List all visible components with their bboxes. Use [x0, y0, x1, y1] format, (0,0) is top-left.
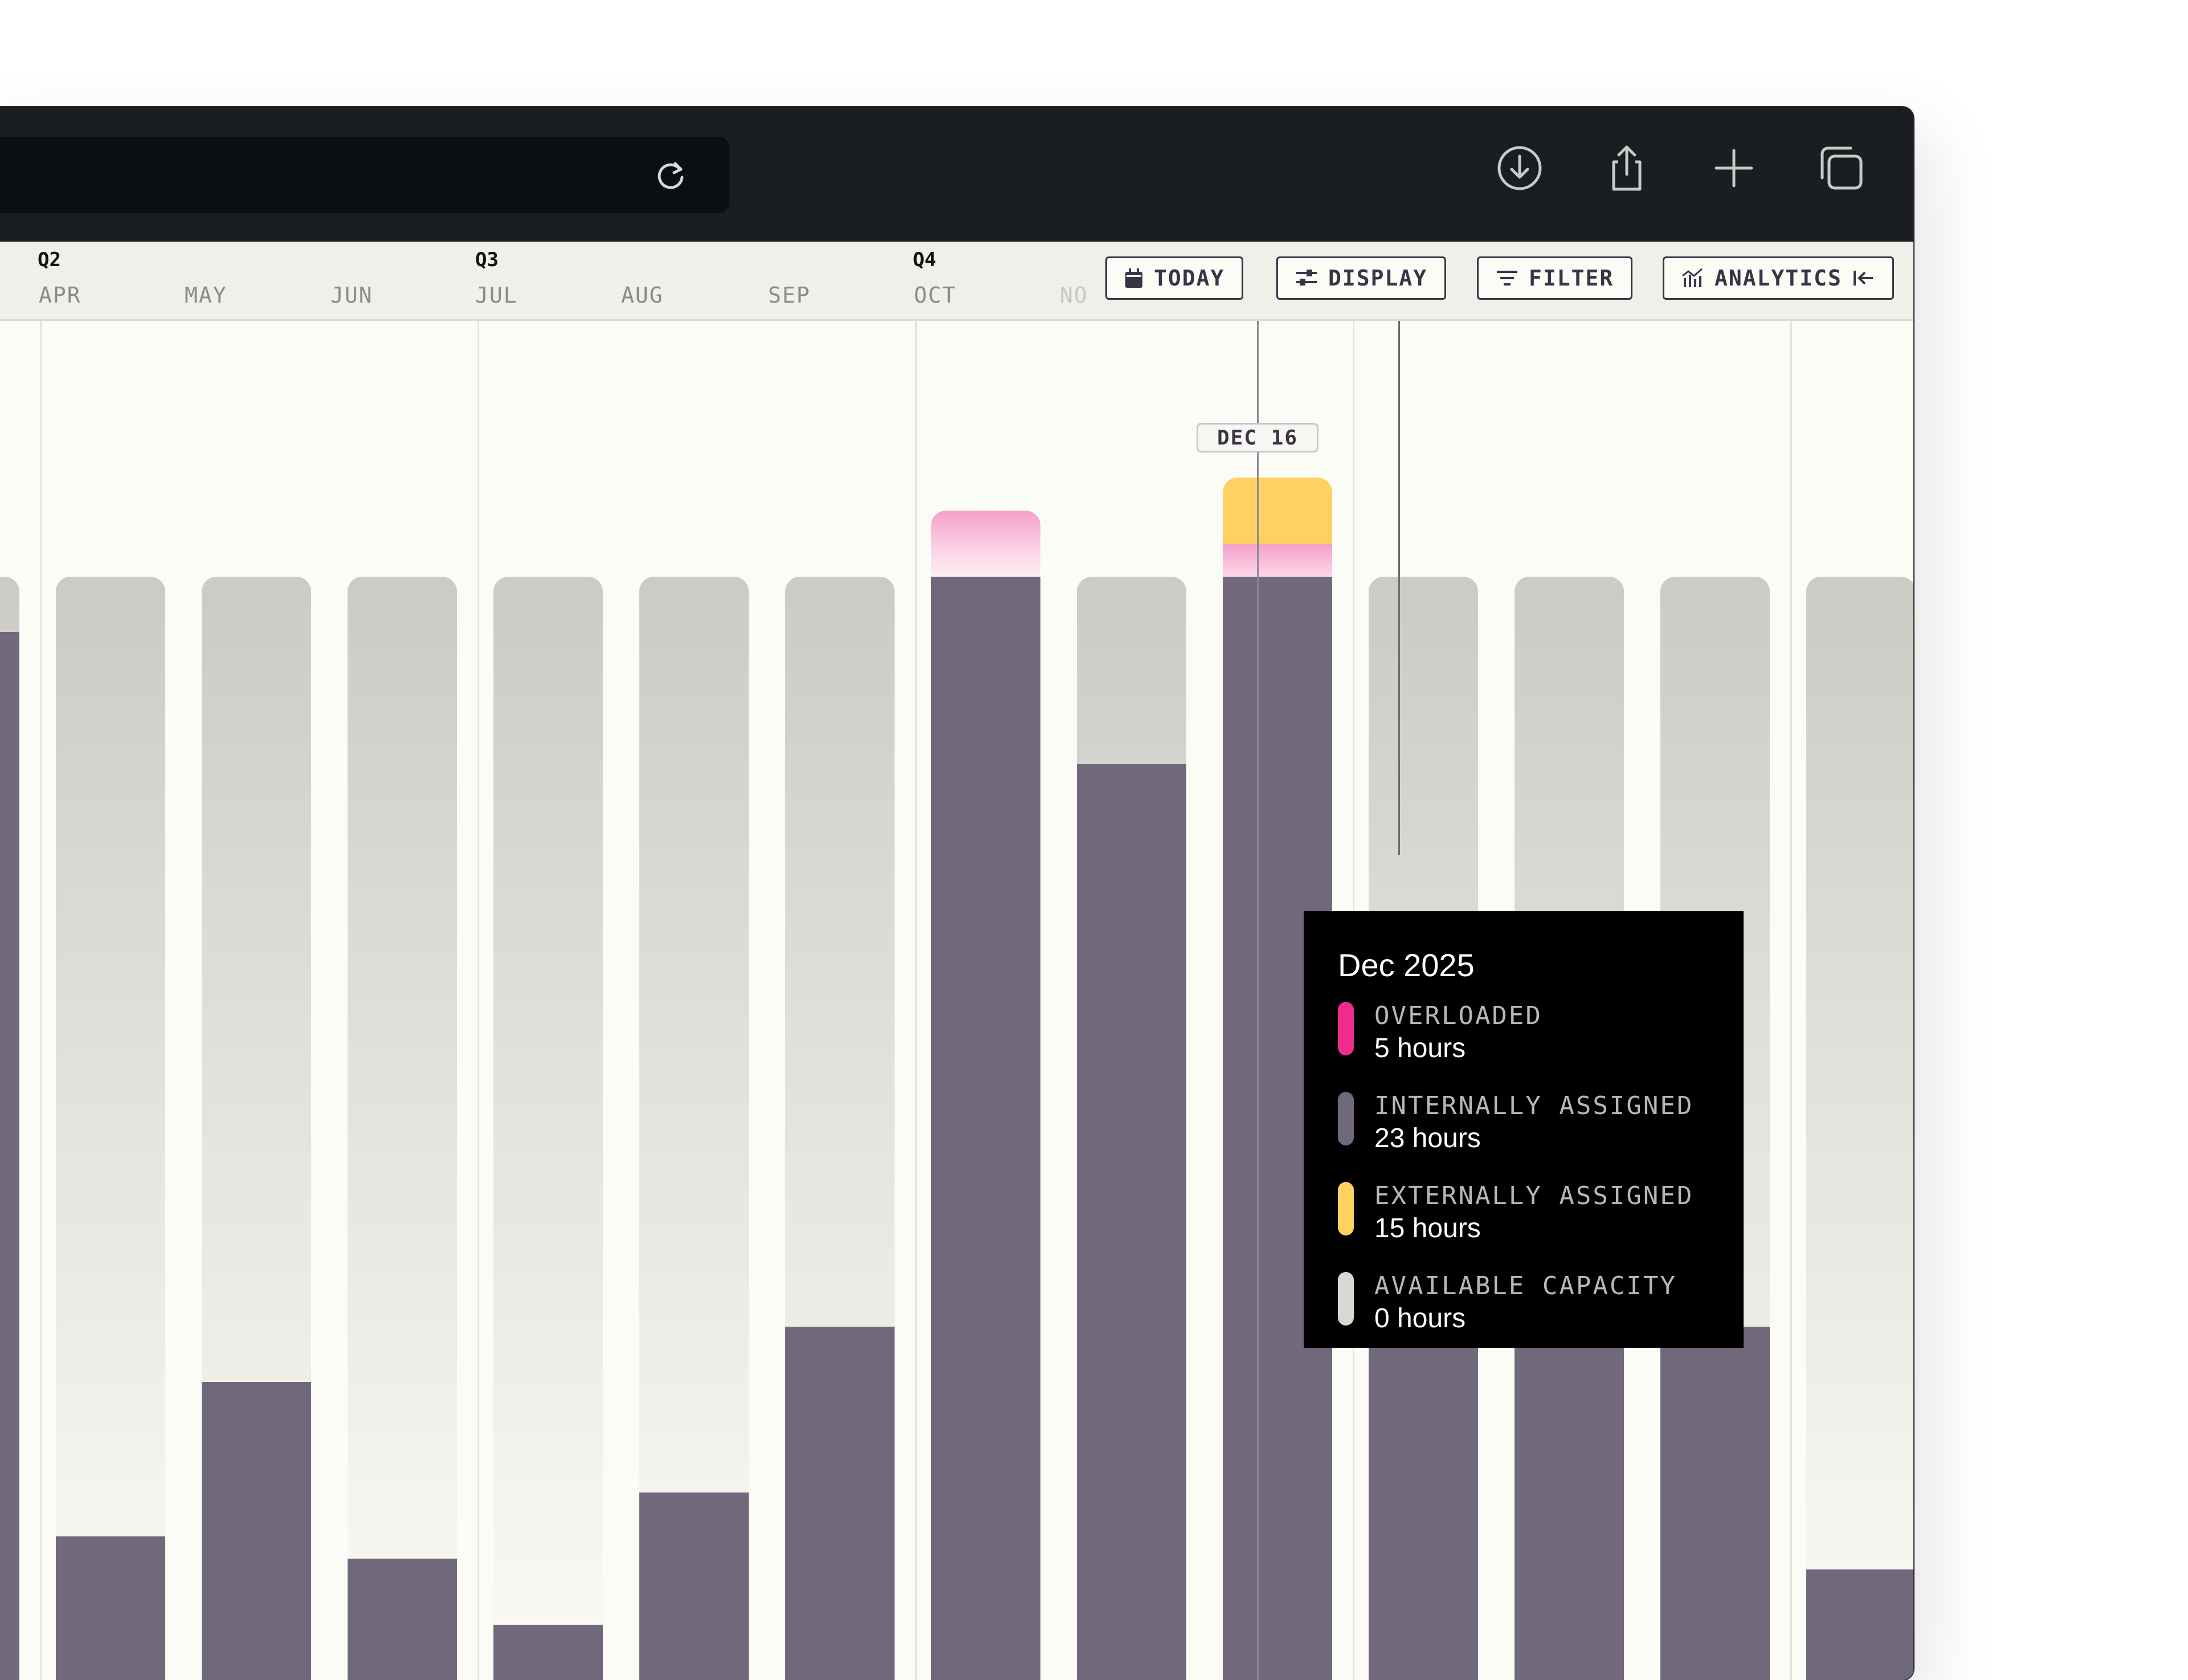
tooltip-row-label: OVERLOADED — [1374, 1001, 1542, 1030]
tooltip-row-external: EXTERNALLY ASSIGNED 15 hours — [1338, 1180, 1709, 1245]
display-button[interactable]: DISPLAY — [1276, 256, 1447, 300]
quarter-label: Q2 — [38, 248, 61, 271]
capacity-bar[interactable] — [56, 577, 165, 1680]
today-marker: DEC 16 — [1197, 423, 1318, 452]
capacity-view: Q2 Q3 Q4 APR MAY JUN JUL AUG SEP OCT NO … — [0, 242, 1913, 1680]
sliders-icon — [1296, 270, 1317, 286]
browser-toolbar — [0, 107, 1913, 242]
today-line — [1257, 319, 1259, 1680]
month-label: JUL — [475, 283, 518, 308]
collapse-left-icon — [1853, 271, 1873, 286]
filter-icon — [1497, 271, 1517, 286]
browser-window: Q2 Q3 Q4 APR MAY JUN JUL AUG SEP OCT NO … — [0, 107, 1913, 1680]
month-label: JUN — [330, 283, 373, 308]
gridline — [1790, 319, 1792, 1680]
internal-assigned-bar[interactable] — [0, 631, 19, 1680]
tooltip-row-label: EXTERNALLY ASSIGNED — [1374, 1181, 1694, 1210]
overloaded-bar[interactable] — [931, 510, 1040, 577]
gridline — [915, 319, 917, 1680]
tooltip-row-value: 15 hours — [1374, 1213, 1481, 1243]
download-icon[interactable] — [1494, 142, 1545, 194]
quarter-label: Q4 — [913, 248, 936, 271]
available-swatch — [1338, 1272, 1354, 1326]
month-label: SEP — [768, 283, 811, 308]
analytics-icon — [1682, 268, 1703, 287]
internal-assigned-bar[interactable] — [1660, 1327, 1770, 1680]
internal-assigned-bar[interactable] — [202, 1382, 311, 1680]
internal-assigned-bar[interactable] — [1806, 1569, 1913, 1680]
reload-icon[interactable] — [652, 157, 689, 193]
timeline-header: Q2 Q3 Q4 APR MAY JUN JUL AUG SEP OCT NO … — [0, 242, 1913, 321]
filter-button[interactable]: FILTER — [1477, 256, 1633, 300]
share-icon[interactable] — [1601, 142, 1652, 194]
overloaded-bar[interactable] — [1223, 543, 1332, 577]
tooltip-row-value: 0 hours — [1374, 1303, 1466, 1334]
calendar-icon — [1125, 268, 1142, 288]
internal-assigned-bar[interactable] — [639, 1492, 749, 1680]
capacity-bar[interactable] — [1806, 577, 1913, 1680]
display-button-label: DISPLAY — [1328, 266, 1428, 291]
quarter-label: Q3 — [475, 248, 499, 271]
external-swatch — [1338, 1182, 1354, 1235]
internal-assigned-bar[interactable] — [931, 577, 1040, 1680]
tooltip-row-label: INTERNALLY ASSIGNED — [1374, 1091, 1694, 1120]
overloaded-swatch — [1338, 1002, 1354, 1055]
tooltip-title: Dec 2025 — [1338, 947, 1475, 983]
gridline — [477, 319, 479, 1680]
today-button-label: TODAY — [1154, 266, 1225, 291]
capacity-tooltip: Dec 2025 OVERLOADED 5 hours INTERNALLY A… — [1304, 911, 1744, 1348]
analytics-button-label: ANALYTICS — [1715, 266, 1842, 291]
tooltip-row-internal: INTERNALLY ASSIGNED 23 hours — [1338, 1090, 1709, 1155]
month-label: MAY — [185, 283, 227, 308]
tooltip-row-value: 5 hours — [1374, 1033, 1466, 1063]
internal-assigned-bar[interactable] — [348, 1559, 457, 1680]
capacity-bar[interactable] — [348, 577, 457, 1680]
filter-button-label: FILTER — [1529, 266, 1614, 291]
month-label: APR — [39, 283, 81, 308]
hover-line — [1398, 319, 1400, 855]
address-bar[interactable] — [0, 137, 729, 213]
internal-assigned-bar[interactable] — [493, 1625, 603, 1680]
new-tab-icon[interactable] — [1708, 142, 1760, 194]
gridline — [40, 319, 42, 1680]
external-assigned-bar[interactable] — [1223, 477, 1332, 544]
tabs-overview-icon[interactable] — [1815, 142, 1867, 194]
internal-assigned-bar[interactable] — [56, 1536, 165, 1680]
month-label: OCT — [914, 283, 957, 308]
capacity-bar[interactable] — [493, 577, 603, 1680]
internal-assigned-bar[interactable] — [785, 1327, 895, 1680]
today-button[interactable]: TODAY — [1105, 256, 1244, 300]
internal-swatch — [1338, 1092, 1354, 1145]
analytics-button[interactable]: ANALYTICS — [1663, 256, 1894, 300]
tooltip-row-label: AVAILABLE CAPACITY — [1374, 1271, 1677, 1300]
month-label: AUG — [621, 283, 664, 308]
month-label: NO — [1060, 283, 1088, 308]
tooltip-row-value: 23 hours — [1374, 1123, 1481, 1153]
tooltip-row-available: AVAILABLE CAPACITY 0 hours — [1338, 1270, 1709, 1335]
tooltip-row-overloaded: OVERLOADED 5 hours — [1338, 1000, 1709, 1065]
internal-assigned-bar[interactable] — [1077, 764, 1186, 1680]
